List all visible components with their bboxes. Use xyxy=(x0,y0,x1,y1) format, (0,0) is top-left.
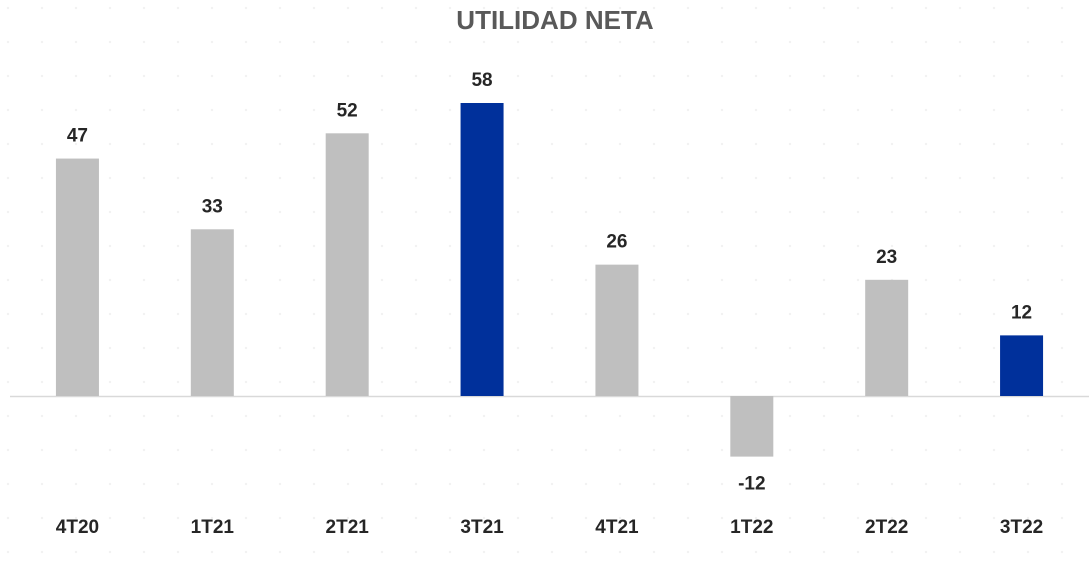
x-tick-label: 4T20 xyxy=(56,517,99,538)
bar xyxy=(190,229,234,396)
x-tick-label: 1T21 xyxy=(191,517,235,538)
data-label: 12 xyxy=(1011,302,1032,323)
data-label: 47 xyxy=(67,126,88,147)
x-tick-label: 1T22 xyxy=(730,517,773,538)
data-label: 33 xyxy=(202,196,223,217)
chart-title: UTILIDAD NETA xyxy=(456,5,654,35)
data-label: 58 xyxy=(471,70,492,91)
data-label: 23 xyxy=(876,247,897,268)
bar xyxy=(55,158,99,396)
x-tick-label: 3T21 xyxy=(460,517,504,538)
x-tick-label: 2T21 xyxy=(326,517,370,538)
x-tick-label: 2T22 xyxy=(865,517,908,538)
data-label: -12 xyxy=(738,474,765,495)
data-label: 26 xyxy=(606,232,627,253)
bar xyxy=(865,279,909,396)
bar xyxy=(595,264,639,396)
bar xyxy=(730,396,774,457)
bar xyxy=(1000,335,1044,396)
bar xyxy=(460,103,504,396)
x-tick-label: 3T22 xyxy=(1000,517,1043,538)
bar xyxy=(325,133,369,396)
x-tick-label: 4T21 xyxy=(595,517,639,538)
data-label: 52 xyxy=(337,100,358,121)
